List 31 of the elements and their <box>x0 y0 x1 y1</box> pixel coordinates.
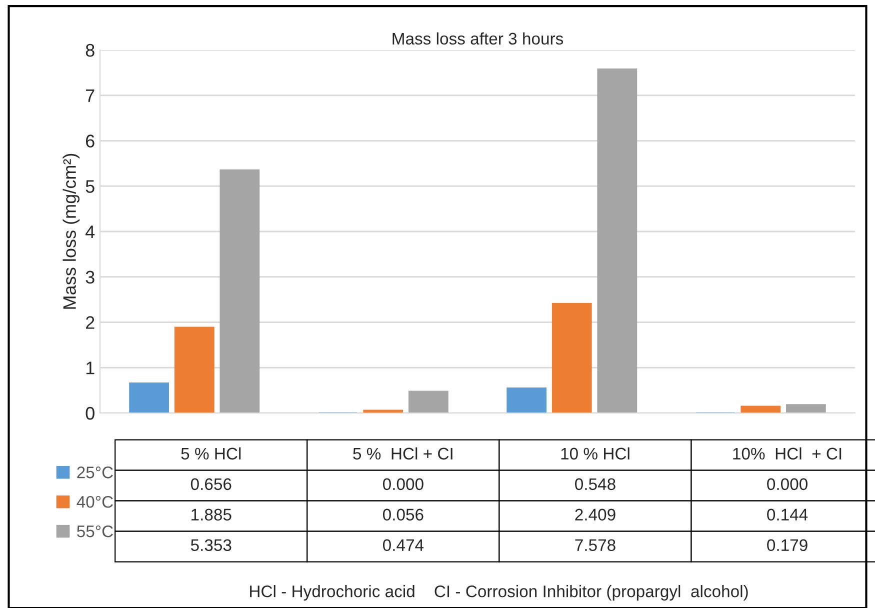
x-tick-label: 5 % HCl <box>181 447 241 460</box>
y-tick-label: 6 <box>86 134 94 148</box>
data-label: 1.885 <box>192 508 232 521</box>
chart-title: Mass loss after 3 hours <box>392 32 564 45</box>
data-label: 0.000 <box>382 478 424 490</box>
data-label: 0.056 <box>382 508 424 521</box>
legend-label: 55°C <box>77 525 113 538</box>
data-label: 5.353 <box>190 539 232 552</box>
y-tick-label: 1 <box>86 362 94 374</box>
x-tick-label: 5 % HCl + CI <box>353 447 452 460</box>
data-label: 0.179 <box>767 539 808 552</box>
data-label: 0.144 <box>767 508 808 521</box>
x-tick-label: 10% HCl + CI <box>733 447 842 460</box>
y-tick-label: 7 <box>86 89 94 102</box>
data-label: 0.000 <box>767 478 808 490</box>
text: HCl - Hydrochoric acid CI - Corrosion Inhibitor (propargyl alcohol) <box>250 585 748 601</box>
y-axis-title: Mass loss (mg/cm²) <box>62 154 80 309</box>
data-label: 0.656 <box>190 478 232 490</box>
legend-label: 40°C <box>76 496 113 508</box>
y-tick-label: 5 <box>86 180 94 193</box>
data-label: 7.578 <box>575 539 616 552</box>
y-tick-label: 2 <box>86 316 94 329</box>
x-tick-label: 10 % HCl <box>561 447 630 460</box>
data-label: 0.548 <box>575 478 616 490</box>
legend-label: 25°C <box>77 466 113 478</box>
data-label: 2.409 <box>575 508 616 521</box>
data-label: 0.474 <box>382 539 424 552</box>
y-tick-label: 3 <box>86 270 94 284</box>
y-tick-label: 4 <box>86 226 95 238</box>
y-tick-label: 8 <box>86 44 94 57</box>
y-tick-label: 0 <box>86 406 94 420</box>
